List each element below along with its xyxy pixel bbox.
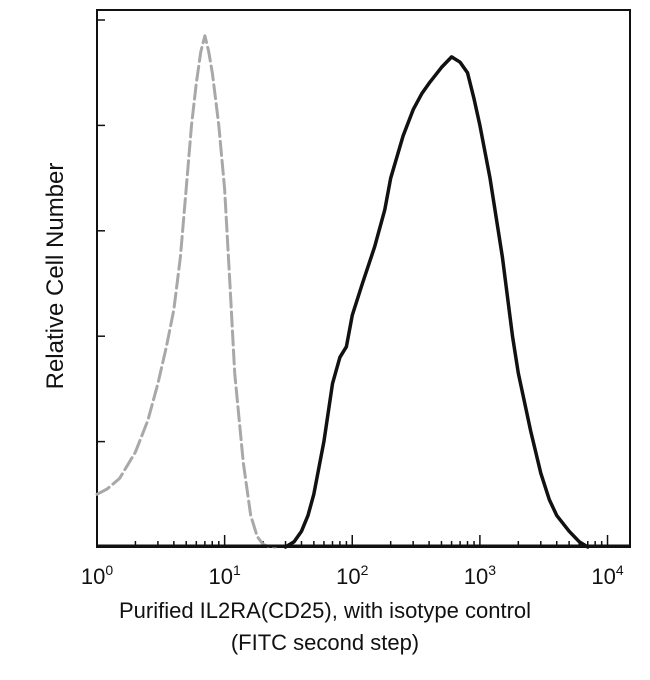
x-tick-label-base: 10 [81,564,105,589]
y-axis-ticks [97,19,105,443]
x-tick-label-exponent: 4 [616,562,624,578]
il2ra-histogram [283,55,590,549]
x-tick-label: 100 [81,562,113,589]
isotype-control-histogram [95,34,277,549]
x-axis-label-line1: Purified IL2RA(CD25), with isotype contr… [118,598,532,623]
y-axis-label: Relative Cell Number [42,162,69,390]
x-tick-label: 103 [464,562,496,589]
x-tick-label-base: 10 [208,564,232,589]
x-tick-label-exponent: 0 [105,562,113,578]
x-tick-label-base: 10 [336,564,360,589]
x-tick-label: 101 [208,562,240,589]
x-axis-label-line2: (FITC second step) [230,630,420,655]
x-tick-label-base: 10 [464,564,488,589]
histogram-series [95,34,630,549]
x-tick-label: 102 [336,562,368,589]
x-tick-label-exponent: 1 [233,562,241,578]
x-tick-label-exponent: 2 [361,562,369,578]
x-tick-label: 104 [591,562,623,589]
x-tick-labels: 100 101 102 103 104 [81,562,624,589]
x-tick-label-exponent: 3 [488,562,496,578]
x-tick-label-base: 10 [591,564,615,589]
